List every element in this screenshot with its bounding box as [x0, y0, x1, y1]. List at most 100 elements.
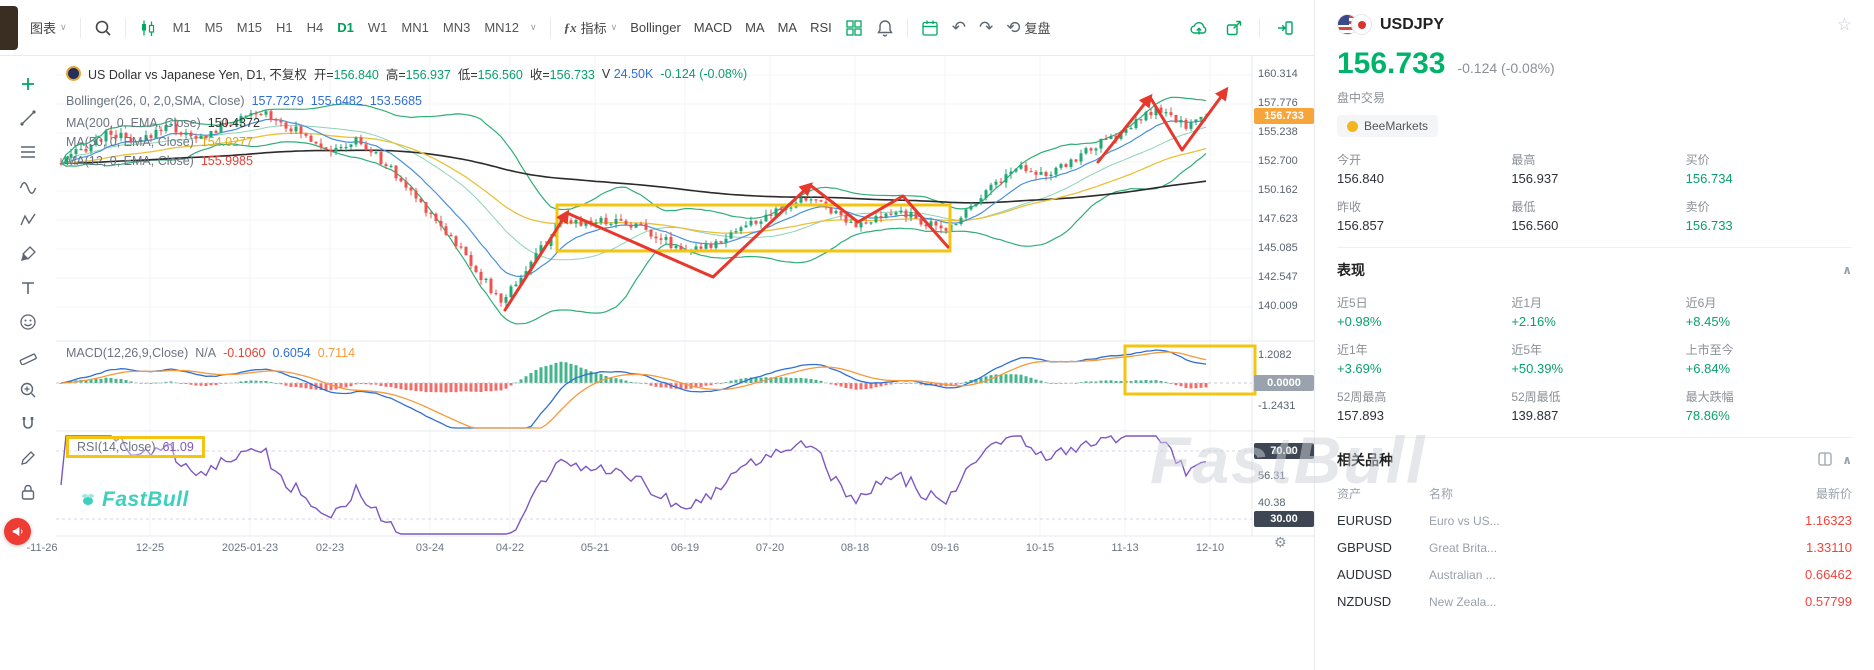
macd-axis-bottom: -1.2431: [1258, 400, 1296, 412]
chart-menu-label: 图表: [30, 21, 57, 36]
export-icon[interactable]: [1225, 19, 1243, 37]
timeframe-m1[interactable]: M1: [172, 20, 191, 35]
rsi-legend: RSI(14,Close) 61.09: [66, 436, 205, 458]
timeframe-h1[interactable]: H1: [276, 20, 293, 35]
price-axis-label: 160.314: [1258, 68, 1298, 80]
indicator-chip-macd[interactable]: MACD: [693, 20, 733, 35]
candle-style-icon[interactable]: [139, 19, 157, 37]
brush-icon[interactable]: [16, 244, 40, 264]
timeframe-d1-active[interactable]: D1: [337, 20, 354, 35]
timeframe-mn1[interactable]: MN1: [401, 20, 429, 35]
related-header-row: 资产 名称 最新价: [1337, 487, 1852, 501]
layout-grid-icon[interactable]: [845, 19, 863, 37]
calendar-icon[interactable]: [921, 19, 939, 37]
chevron-down-icon: ∨: [610, 22, 618, 32]
related-row-nzdusd[interactable]: NZDUSD New Zeala... 0.57799: [1337, 594, 1852, 609]
search-icon[interactable]: [94, 19, 112, 37]
stat-open: 今开 156.840: [1337, 153, 1384, 186]
top-toolbar: 图表 ∨ M1 M5 M15 H1 H4 D1 W1 MN1 MN3 MN12 …: [0, 0, 1314, 56]
rsi-level-label: 40.38: [1258, 497, 1286, 509]
indicator-chip-ma1[interactable]: MA: [745, 20, 765, 35]
megaphone-icon: [12, 526, 23, 537]
fib-icon[interactable]: [16, 142, 40, 162]
timeframe-h4[interactable]: H4: [306, 20, 324, 35]
magnet-icon[interactable]: [16, 414, 40, 434]
related-row-gbpusd[interactable]: GBPUSD Great Brita... 1.33110: [1337, 540, 1852, 555]
pencil-icon[interactable]: [16, 448, 40, 468]
chart-menu[interactable]: 图表 ∨: [30, 18, 67, 37]
related-row-eurusd[interactable]: EURUSD Euro vs US... 1.16323: [1337, 513, 1852, 528]
ruler-icon[interactable]: [16, 346, 40, 366]
open-value: 156.840: [333, 68, 379, 82]
broker-chip[interactable]: BeeMarkets: [1337, 115, 1439, 137]
replay-label: 复盘: [1024, 21, 1051, 36]
stat-ask: 卖价 156.733: [1685, 200, 1733, 233]
low-value: 156.560: [477, 68, 523, 82]
perf-1m: 近1月 +2.16%: [1511, 296, 1556, 329]
notification-fab[interactable]: [4, 518, 31, 545]
timeframe-m5[interactable]: M5: [204, 20, 223, 35]
time-axis-label: 12-25: [135, 542, 165, 554]
collapse-panel-icon[interactable]: [1276, 19, 1294, 37]
related-title: 相关品种: [1337, 452, 1393, 468]
macd-zero-badge: 0.0000: [1254, 375, 1314, 391]
bell-icon[interactable]: [876, 19, 894, 37]
price-axis-label: 155.238: [1258, 126, 1298, 138]
chevron-down-icon[interactable]: ∨: [530, 22, 537, 32]
price-axis-label: 147.623: [1258, 213, 1298, 225]
macd-axis-top: 1.2082: [1258, 349, 1292, 361]
timeframe-mn12[interactable]: MN12: [484, 20, 519, 35]
timeframe-m15[interactable]: M15: [236, 20, 263, 35]
price-chart-canvas[interactable]: [56, 56, 1314, 616]
time-axis-label: 12-10: [1195, 542, 1225, 554]
indicator-chip-ma2[interactable]: MA: [777, 20, 798, 35]
emoji-icon[interactable]: [16, 312, 40, 332]
ma50-legend: MA(50, 0, EMA, Close) 154.0277: [66, 135, 253, 149]
related-row-audusd[interactable]: AUDUSD Australian ... 0.66462: [1337, 567, 1852, 582]
timeframe-mn3[interactable]: MN3: [442, 20, 471, 35]
undo-icon[interactable]: ↶: [951, 18, 966, 37]
rsi-level-70-badge: 70.00: [1254, 443, 1314, 459]
time-axis-label: 11-13: [1111, 542, 1139, 554]
macd-legend: MACD(12,26,9,Close) N/A -0.1060 0.6054 0…: [66, 346, 356, 360]
wave-icon[interactable]: [16, 176, 40, 196]
chart-region[interactable]: US Dollar vs Japanese Yen, D1, 不复权 开=156…: [27, 56, 1314, 670]
lock-icon[interactable]: [16, 482, 40, 502]
pattern-icon[interactable]: [16, 210, 40, 230]
divider: [549, 17, 551, 38]
perf-max-drawdown: 最大跌幅 78.86%: [1685, 390, 1734, 423]
chevron-up-icon[interactable]: ∧: [1842, 263, 1852, 277]
add-tool-icon[interactable]: [16, 74, 40, 94]
broker-name: BeeMarkets: [1364, 119, 1429, 133]
indicator-chip-rsi[interactable]: RSI: [810, 20, 832, 35]
broker-logo-icon: [1347, 120, 1358, 132]
chevron-up-icon[interactable]: ∧: [1842, 453, 1852, 467]
current-price-badge: 156.733: [1254, 108, 1314, 124]
cloud-upload-icon[interactable]: [1189, 19, 1209, 37]
star-icon[interactable]: ☆: [1836, 14, 1852, 34]
gear-icon[interactable]: ⚙: [1274, 534, 1287, 550]
redo-icon[interactable]: ↷: [979, 18, 994, 37]
stat-bid: 买价 156.734: [1685, 153, 1733, 186]
fastbull-chart-logo: FastBull: [80, 488, 189, 512]
indicators-menu[interactable]: ƒx 指标 ∨: [564, 18, 618, 37]
zoom-icon[interactable]: [16, 380, 40, 400]
panel-switch-icon[interactable]: [1818, 451, 1832, 469]
timeframe-w1[interactable]: W1: [367, 20, 388, 35]
replay-button[interactable]: ⟲ 复盘: [1006, 18, 1050, 37]
replay-icon: ⟲: [1006, 18, 1021, 37]
app-logo[interactable]: [0, 6, 18, 50]
indicator-chip-bollinger[interactable]: Bollinger: [630, 20, 681, 35]
text-tool-icon[interactable]: [16, 278, 40, 298]
time-axis-label: 05-21: [580, 542, 610, 554]
perf-52w-high: 52周最高 157.893: [1337, 390, 1387, 423]
stat-low: 最低 156.560: [1511, 200, 1559, 233]
chart-legend-title: US Dollar vs Japanese Yen, D1, 不复权: [88, 68, 307, 82]
symbol-name: USDJPY: [1380, 15, 1445, 33]
trendline-icon[interactable]: [16, 108, 40, 128]
ma200-legend: MA(200, 0, EMA, Close) 150.4372: [66, 116, 260, 130]
change-value: -0.124 (-0.08%): [660, 66, 748, 81]
perf-52w-low: 52周最低 139.887: [1511, 390, 1561, 423]
stat-prev-close: 昨收 156.857: [1337, 200, 1384, 233]
